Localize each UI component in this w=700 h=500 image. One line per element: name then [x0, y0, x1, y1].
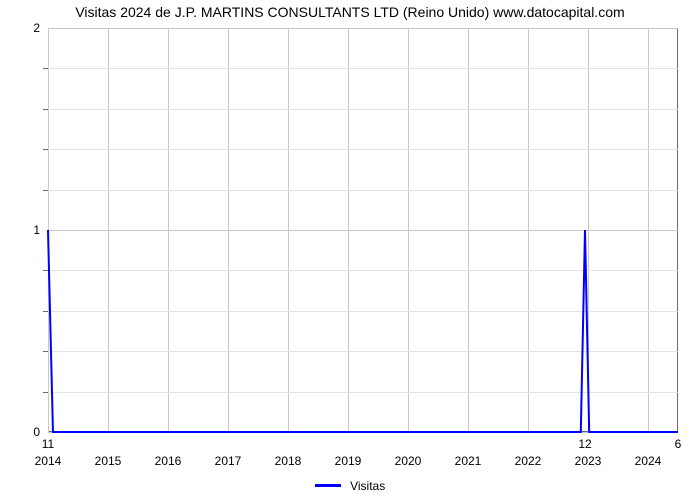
legend: Visitas [0, 478, 700, 493]
line-series-layer [0, 0, 700, 500]
data-point-label: 11 [42, 437, 54, 451]
legend-label: Visitas [350, 479, 385, 493]
line-series [48, 230, 678, 432]
data-point-label: 12 [578, 437, 591, 451]
data-point-label: 6 [675, 437, 682, 451]
legend-swatch [315, 484, 341, 487]
chart-container: Visitas 2024 de J.P. MARTINS CONSULTANTS… [0, 0, 700, 500]
